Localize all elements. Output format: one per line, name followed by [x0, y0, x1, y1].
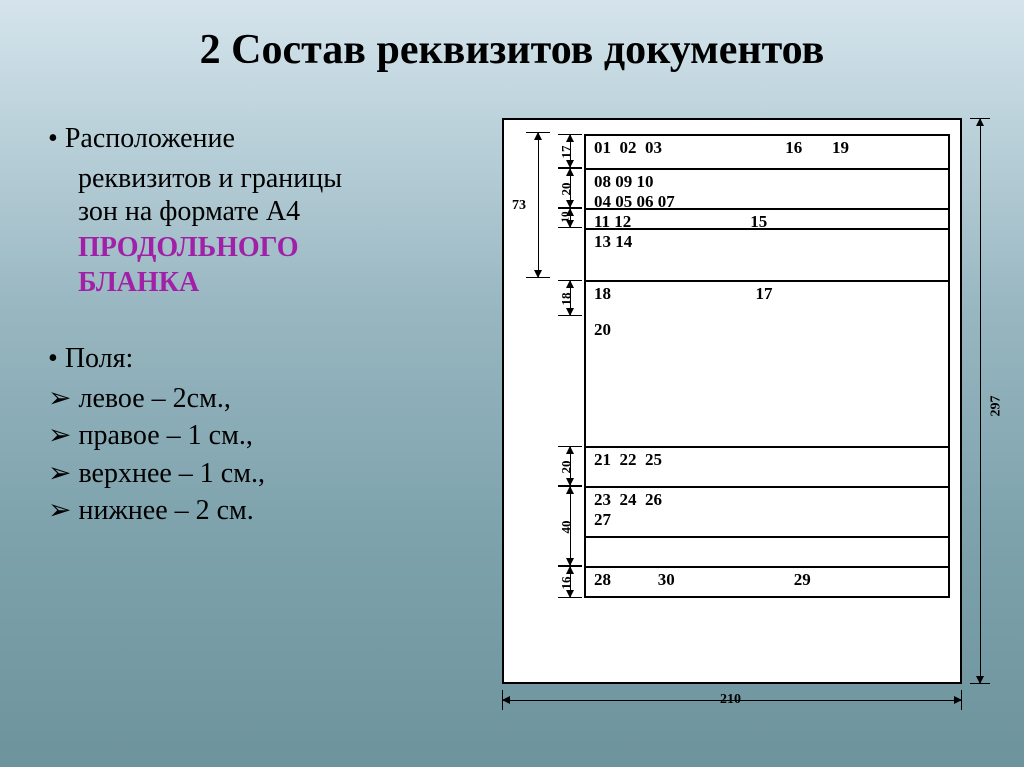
- a4-page-frame: 01 02 03 16 191708 09 10 04 05 06 072011…: [502, 118, 962, 684]
- intro-line1: Расположение: [48, 122, 478, 156]
- margin-bottom: нижнее – 2 см.: [48, 494, 478, 528]
- dim-row-label-7: 40: [559, 521, 575, 534]
- dim-width-label: 210: [720, 692, 741, 708]
- emphasis-line2: БЛАНКА: [48, 266, 478, 300]
- dim-row-label-8: 16: [559, 577, 575, 590]
- zone-text-0: 01 02 03 16 19: [594, 138, 946, 158]
- slide: 2 Состав реквизитов документов Расположе…: [0, 0, 1024, 767]
- zone-text-4: 18 17: [594, 284, 946, 304]
- zone-text-5: 20: [594, 320, 946, 340]
- zone-split-7: [584, 536, 950, 538]
- margin-left: левое – 2см.,: [48, 382, 478, 416]
- emphasis-line1: ПРОДОЛЬНОГО: [48, 231, 478, 265]
- dim-73: [526, 132, 550, 278]
- dim-row-label-4: 18: [559, 293, 575, 306]
- intro-line3: зон на формате А4: [48, 195, 478, 229]
- layout-diagram: 01 02 03 16 191708 09 10 04 05 06 072011…: [502, 118, 1000, 708]
- margin-right: правое – 1 см.,: [48, 419, 478, 453]
- dim-height-297: [970, 118, 990, 684]
- fields-heading: Поля:: [48, 342, 478, 376]
- margin-top: верхнее – 1 см.,: [48, 457, 478, 491]
- dim-row-label-0: 17: [559, 146, 575, 159]
- dim-row-label-1: 20: [559, 183, 575, 196]
- zone-text-8: 28 30 29: [594, 570, 946, 590]
- dim-row-label-2: 10: [560, 212, 572, 223]
- slide-title: 2 Состав реквизитов документов: [0, 0, 1024, 74]
- dim-row-label-6: 20: [559, 461, 575, 474]
- zone-text-6: 21 22 25: [594, 450, 946, 470]
- left-column: Расположение реквизитов и границы зон на…: [48, 122, 478, 528]
- zone-text-3: 13 14: [594, 232, 946, 252]
- intro-line2: реквизитов и границы: [48, 162, 478, 196]
- zone-text-1: 08 09 10 04 05 06 07: [594, 172, 946, 212]
- dim-height-label: 297: [989, 396, 1005, 417]
- zone-text-7: 23 24 26 27: [594, 490, 946, 530]
- dim-73-label: 73: [512, 198, 526, 214]
